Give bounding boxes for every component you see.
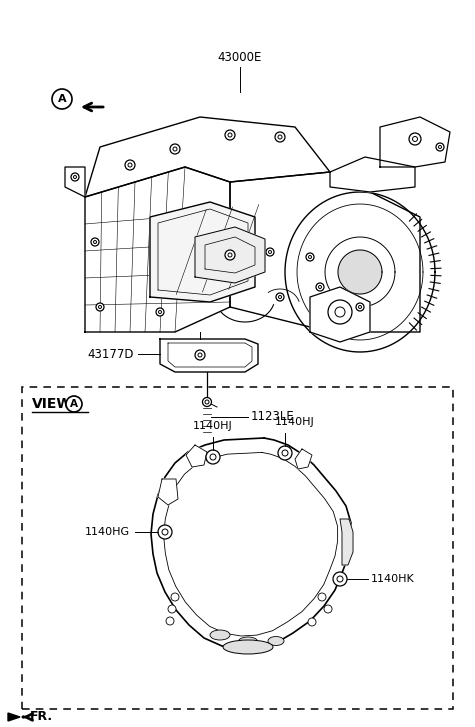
Polygon shape xyxy=(310,287,370,342)
Circle shape xyxy=(125,160,135,170)
Ellipse shape xyxy=(238,637,258,647)
Text: VIEW: VIEW xyxy=(32,397,73,411)
Text: 1140HK: 1140HK xyxy=(371,574,415,584)
Polygon shape xyxy=(380,117,450,167)
Circle shape xyxy=(333,572,347,586)
Text: 1140HJ: 1140HJ xyxy=(193,421,233,431)
Circle shape xyxy=(66,396,82,412)
Text: 1123LE: 1123LE xyxy=(251,411,295,424)
Circle shape xyxy=(266,248,274,256)
Ellipse shape xyxy=(210,630,230,640)
Text: A: A xyxy=(70,399,78,409)
Text: 43000E: 43000E xyxy=(218,51,262,64)
Text: 1140HJ: 1140HJ xyxy=(275,417,315,427)
Circle shape xyxy=(356,303,364,311)
Circle shape xyxy=(276,293,284,301)
Polygon shape xyxy=(340,519,353,565)
Polygon shape xyxy=(8,713,20,721)
Polygon shape xyxy=(195,227,265,283)
Circle shape xyxy=(170,144,180,154)
Polygon shape xyxy=(158,479,178,505)
Circle shape xyxy=(168,605,176,613)
Circle shape xyxy=(206,450,220,464)
Polygon shape xyxy=(338,250,382,294)
Polygon shape xyxy=(150,202,255,302)
Circle shape xyxy=(166,617,174,625)
Circle shape xyxy=(171,593,179,601)
Circle shape xyxy=(52,89,72,109)
Circle shape xyxy=(225,130,235,140)
Circle shape xyxy=(328,300,352,324)
Text: 1140HG: 1140HG xyxy=(85,527,130,537)
Text: 43177D: 43177D xyxy=(87,348,134,361)
Polygon shape xyxy=(330,157,415,192)
Circle shape xyxy=(306,253,314,261)
Circle shape xyxy=(316,283,324,291)
Circle shape xyxy=(202,398,211,406)
Circle shape xyxy=(278,446,292,460)
Text: FR.: FR. xyxy=(30,710,53,723)
Polygon shape xyxy=(65,167,85,197)
Ellipse shape xyxy=(223,640,273,654)
Bar xyxy=(22,387,453,709)
Polygon shape xyxy=(295,449,312,469)
Circle shape xyxy=(436,143,444,151)
Circle shape xyxy=(195,350,205,360)
Ellipse shape xyxy=(268,637,284,646)
Polygon shape xyxy=(163,452,338,636)
Polygon shape xyxy=(160,339,258,372)
Circle shape xyxy=(91,238,99,246)
Circle shape xyxy=(158,525,172,539)
Text: A: A xyxy=(57,94,67,104)
Circle shape xyxy=(308,618,316,626)
Circle shape xyxy=(156,308,164,316)
Circle shape xyxy=(71,173,79,181)
Polygon shape xyxy=(285,192,435,352)
Circle shape xyxy=(409,133,421,145)
Polygon shape xyxy=(186,445,207,467)
Polygon shape xyxy=(151,438,351,649)
Circle shape xyxy=(275,132,285,142)
Polygon shape xyxy=(230,172,420,332)
Circle shape xyxy=(324,605,332,613)
Polygon shape xyxy=(85,167,230,332)
Circle shape xyxy=(225,250,235,260)
Circle shape xyxy=(318,593,326,601)
Circle shape xyxy=(96,303,104,311)
Polygon shape xyxy=(85,117,330,197)
